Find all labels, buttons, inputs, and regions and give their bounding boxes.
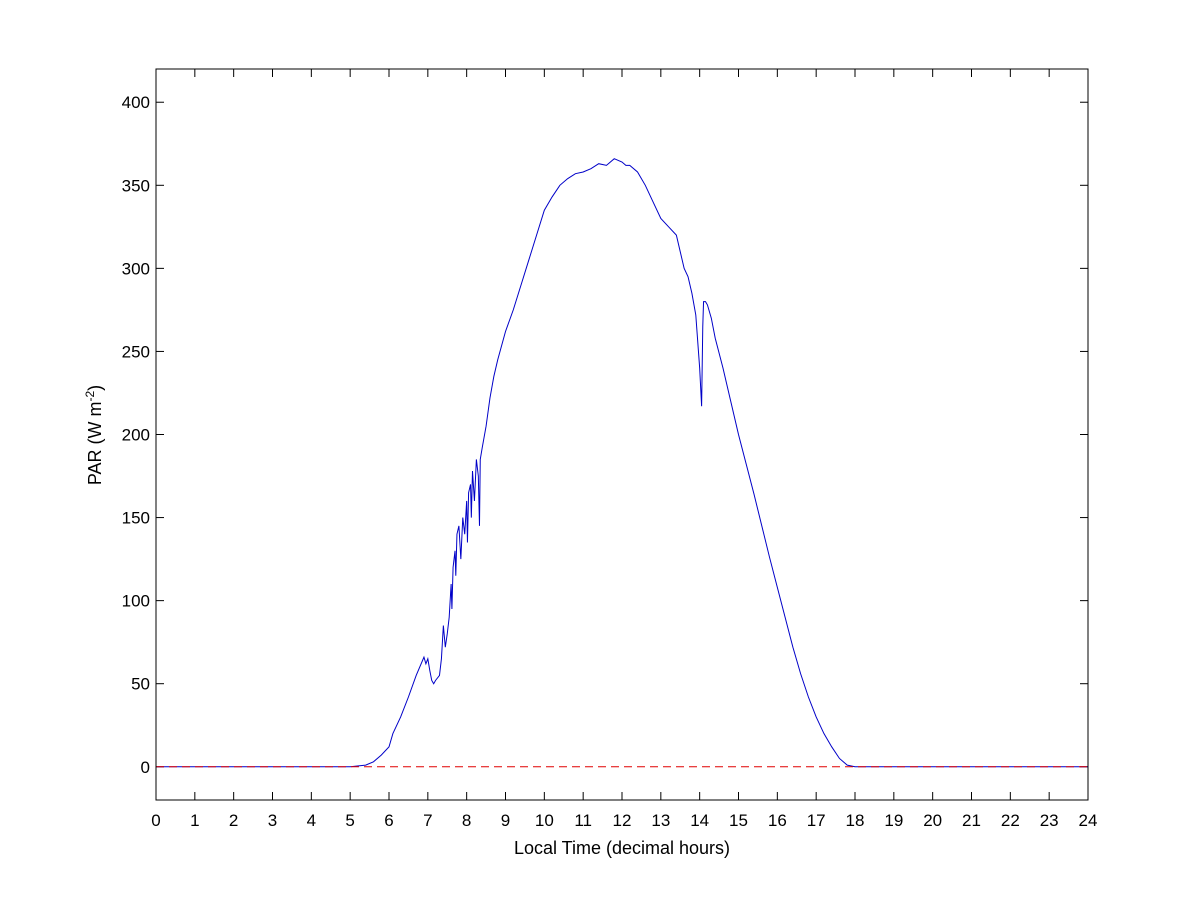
y-tick-label: 0 <box>141 758 150 777</box>
x-tick-labels: 0 1 2 3 4 5 6 7 8 9 10 11 12 13 14 15 16 17 18 19 20 21 22 23 24 <box>151 811 1097 830</box>
x-tick-label: 1 <box>190 811 199 830</box>
y-axis-title-prefix: PAR (W m <box>85 402 105 486</box>
x-tick-label: 2 <box>229 811 238 830</box>
x-tick-label: 24 <box>1079 811 1098 830</box>
x-tick-label: 15 <box>729 811 748 830</box>
x-tick-label: 3 <box>268 811 277 830</box>
x-tick-label: 23 <box>1040 811 1059 830</box>
x-tick-label: 19 <box>884 811 903 830</box>
x-tick-label: 21 <box>962 811 981 830</box>
x-tick-label: 16 <box>768 811 787 830</box>
series-line <box>156 158 1088 768</box>
x-tick-label: 13 <box>651 811 670 830</box>
y-tick-label: 350 <box>122 176 150 195</box>
x-tick-label: 20 <box>923 811 942 830</box>
series-group <box>156 158 1088 768</box>
y-axis-title-suffix: ) <box>85 385 105 391</box>
y-tick-label: 150 <box>122 509 150 528</box>
x-tick-label: 12 <box>613 811 632 830</box>
x-tick-label: 5 <box>345 811 354 830</box>
y-tick-label: 100 <box>122 592 150 611</box>
y-ticks <box>156 101 1088 768</box>
x-tick-label: 9 <box>501 811 510 830</box>
y-tick-label: 50 <box>131 675 150 694</box>
y-tick-label: 200 <box>122 426 150 445</box>
x-tick-label: 0 <box>151 811 160 830</box>
x-tick-label: 8 <box>462 811 471 830</box>
y-axis-title-superscript: -2 <box>83 391 97 402</box>
plot-frame <box>155 68 1089 801</box>
x-axis-title: Local Time (decimal hours) <box>514 838 730 858</box>
y-tick-labels: 0 50 100 150 200 250 300 350 400 <box>122 93 150 777</box>
x-tick-label: 7 <box>423 811 432 830</box>
x-tick-label: 22 <box>1001 811 1020 830</box>
x-tick-label: 14 <box>690 811 709 830</box>
x-tick-label: 6 <box>384 811 393 830</box>
x-tick-label: 4 <box>307 811 316 830</box>
x-tick-label: 10 <box>535 811 554 830</box>
y-axis-title: PAR (W m-2) <box>83 385 105 485</box>
y-tick-label: 250 <box>122 342 150 361</box>
y-tick-label: 400 <box>122 93 150 112</box>
x-tick-label: 17 <box>807 811 826 830</box>
y-tick-label: 300 <box>122 259 150 278</box>
x-tick-label: 11 <box>574 811 592 830</box>
x-ticks <box>155 69 1089 800</box>
x-tick-label: 18 <box>846 811 865 830</box>
